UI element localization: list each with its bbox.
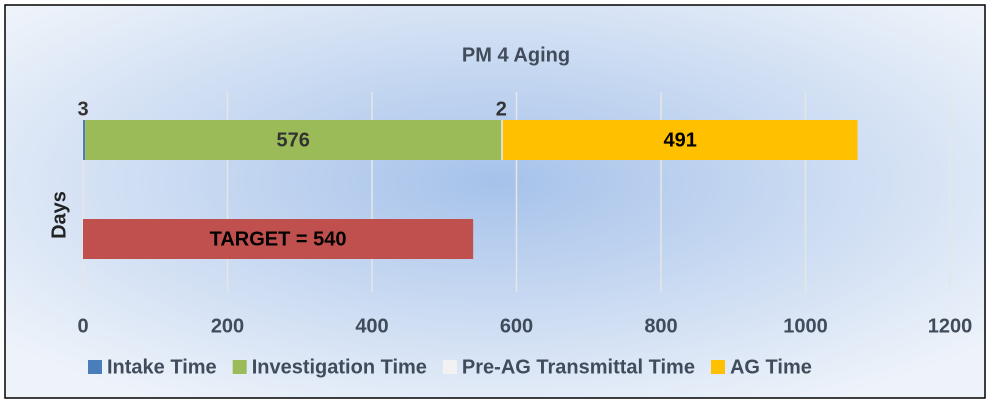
x-tick-label: 600: [500, 315, 533, 337]
legend-swatch: [232, 360, 247, 374]
bar-segment: [502, 120, 858, 160]
x-tick-label: 1000: [783, 315, 828, 337]
legend-label: Investigation Time: [252, 356, 427, 378]
legend-label: Pre-AG Transmittal Time: [462, 356, 695, 378]
target-bar: [83, 219, 474, 259]
bar-segment: [85, 120, 502, 160]
chart-title: PM 4 Aging: [462, 44, 570, 66]
legend-swatch: [710, 360, 725, 374]
x-tick-label: 200: [211, 315, 244, 337]
x-tick-label: 0: [77, 315, 88, 337]
data-label: 491: [663, 129, 696, 151]
bar-segment: [501, 120, 503, 160]
x-tick-label: 1200: [928, 315, 973, 337]
data-label: 2: [496, 98, 507, 120]
y-axis-label: Days: [48, 191, 70, 239]
legend-label: AG Time: [730, 356, 812, 378]
data-label: 3: [77, 98, 88, 120]
legend-swatch: [442, 360, 457, 374]
x-tick-label: 800: [644, 315, 677, 337]
data-label: 576: [277, 129, 310, 151]
legend-swatch: [88, 360, 102, 374]
bar-segment: [83, 120, 86, 160]
target-label: TARGET = 540: [210, 228, 347, 250]
chart-background: [4, 4, 986, 399]
legend-label: Intake Time: [107, 356, 217, 378]
x-tick-label: 400: [355, 315, 388, 337]
